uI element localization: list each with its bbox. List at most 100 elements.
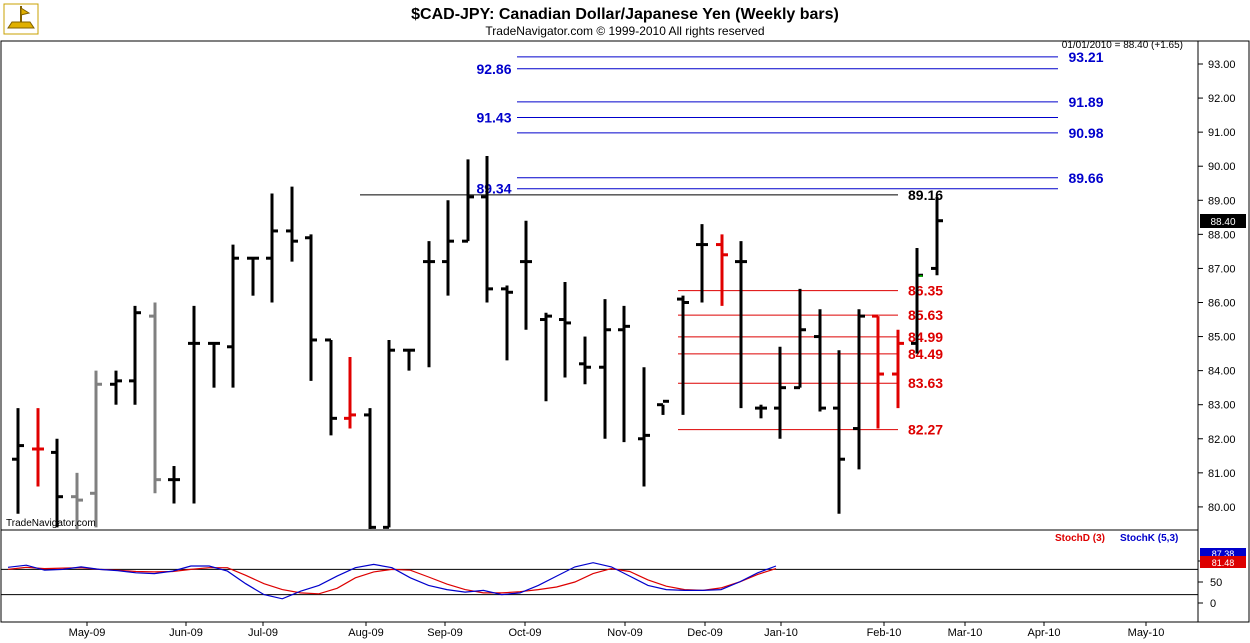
price-bar	[794, 288, 806, 390]
price-bar	[638, 367, 650, 487]
price-bar	[51, 438, 63, 528]
date-tick-label: Apr-10	[1027, 627, 1060, 639]
price-panel	[0, 40, 1199, 531]
support-label: 85.63	[908, 307, 943, 323]
watermark: TradeNavigator.com	[6, 518, 96, 529]
price-bar	[716, 234, 728, 306]
price-tick-label: 83.00	[1208, 400, 1236, 412]
date-tick-label: Jul-09	[248, 627, 278, 639]
price-bar	[442, 200, 454, 296]
price-bar	[383, 339, 395, 529]
stochastic-legend: StochD (3) StochK (5,3)	[1055, 533, 1178, 544]
price-tick-label: 80.00	[1208, 502, 1236, 514]
price-bar	[931, 196, 943, 276]
price-bar	[853, 309, 865, 470]
date-tick-label: Jan-10	[764, 627, 798, 639]
price-bar	[32, 408, 44, 487]
price-tick-label: 92.00	[1208, 93, 1236, 105]
date-tick-label: May-10	[1128, 627, 1165, 639]
date-tick-label: Aug-09	[348, 627, 383, 639]
date-tick-label: Oct-09	[508, 627, 541, 639]
resistance-label: 89.34	[476, 181, 511, 197]
price-bar	[286, 186, 298, 262]
price-bar	[481, 155, 493, 303]
support-label: 82.27	[908, 422, 943, 438]
date-tick-label: Feb-10	[867, 627, 902, 639]
resistance-label: 91.43	[476, 109, 511, 125]
price-bar	[696, 224, 708, 303]
price-tick-label: 89.00	[1208, 195, 1236, 207]
price-bar	[677, 295, 689, 415]
price-tick-label: 90.00	[1208, 161, 1236, 173]
price-bar	[755, 404, 767, 419]
stochk-last-value: 87.38	[1212, 549, 1235, 559]
date-axis-ticks: May-09 Jun-09 Jul-09 Aug-09 Sep-09 Oct-09 Nov-…	[1, 621, 1198, 639]
price-bars	[12, 155, 943, 529]
date-tick-label: May-09	[69, 627, 106, 639]
price-tick-label: 87.00	[1208, 263, 1236, 275]
price-bar	[501, 285, 513, 361]
price-bar	[520, 220, 532, 330]
price-bar	[403, 348, 415, 371]
resistance-label: 92.86	[476, 61, 511, 77]
price-tick-label: 85.00	[1208, 332, 1236, 344]
price-tick-label: 91.00	[1208, 127, 1236, 139]
last-price-label: 88.40	[1210, 217, 1235, 228]
resistance-label: 89.66	[1068, 170, 1103, 186]
support-label: 86.35	[908, 283, 943, 299]
price-bar	[559, 282, 571, 378]
price-bar	[462, 159, 474, 243]
price-tick-label: 93.00	[1208, 59, 1236, 71]
price-bar	[12, 408, 24, 514]
stochk-line	[7, 562, 777, 600]
resistance-label: 90.98	[1068, 125, 1103, 141]
price-bar	[735, 241, 747, 409]
price-bar	[892, 329, 904, 409]
price-bar	[305, 234, 317, 381]
resistance-label: 91.89	[1068, 94, 1103, 110]
date-tick-label: Dec-09	[687, 627, 722, 639]
price-bar	[168, 466, 180, 504]
chart-title: $CAD-JPY: Canadian Dollar/Japanese Yen (…	[411, 6, 839, 23]
price-bar	[774, 346, 786, 439]
price-levels: 93.21 92.86 91.89 91.43 90.98 89.66 89.34 89.16…	[360, 49, 1104, 438]
support-label: 84.49	[908, 346, 943, 362]
price-bar	[833, 350, 845, 514]
price-tick-label: 84.00	[1208, 366, 1236, 378]
resistance-label: 93.21	[1068, 49, 1103, 65]
price-tick-label: 82.00	[1208, 434, 1236, 446]
price-bar	[188, 305, 200, 504]
price-bar	[364, 408, 376, 529]
price-bar	[618, 305, 630, 443]
price-bar	[872, 314, 884, 429]
date-tick-label: Jun-09	[169, 627, 203, 639]
price-tick-label: 88.00	[1208, 229, 1236, 241]
price-axis	[1197, 40, 1250, 623]
legend-stochd: StochD (3)	[1055, 533, 1105, 544]
price-bar	[110, 370, 122, 405]
price-bar	[266, 193, 278, 303]
stoch-tick-label: 0	[1210, 598, 1216, 610]
price-bar	[540, 312, 552, 402]
last-bar-info: 01/01/2010 = 88.40 (+1.65)	[1062, 40, 1183, 51]
stochd-last-value: 81.48	[1212, 558, 1235, 568]
price-tick-label: 81.00	[1208, 468, 1236, 480]
date-tick-label: Sep-09	[427, 627, 462, 639]
price-bar	[129, 305, 141, 405]
price-bar	[208, 341, 220, 388]
price-bar	[325, 338, 337, 436]
stochd-line	[7, 566, 777, 595]
price-axis-ticks: 93.00 92.00 91.00 90.00 89.00 88.00 87.00 86.00…	[1198, 59, 1236, 514]
stochastic-panel	[0, 529, 1199, 623]
date-tick-label: Nov-09	[607, 627, 642, 639]
legend-stochk: StochK (5,3)	[1120, 533, 1178, 544]
price-bar	[599, 299, 611, 439]
price-bar	[657, 399, 669, 415]
pivot-label: 89.16	[908, 187, 943, 203]
price-bar	[227, 244, 239, 388]
date-tick-label: Mar-10	[948, 627, 983, 639]
app-logo-icon[interactable]	[3, 3, 39, 35]
price-bar	[90, 370, 102, 528]
price-bar	[579, 336, 591, 385]
